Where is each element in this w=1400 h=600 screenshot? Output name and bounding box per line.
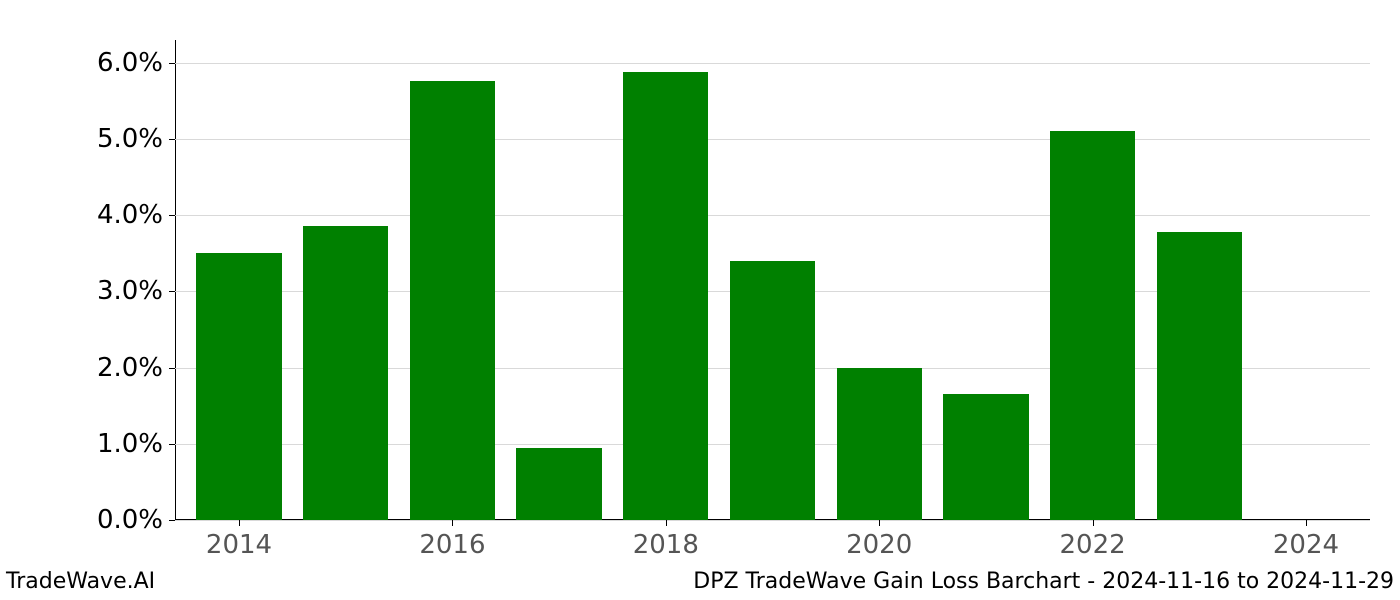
bar [303,226,388,520]
y-gridline [175,63,1370,64]
y-tick-label: 6.0% [97,48,175,78]
bar [410,81,495,520]
footer-left-text: TradeWave.AI [6,569,155,594]
y-tick-label: 5.0% [97,124,175,154]
y-gridline [175,215,1370,216]
bar [623,72,708,520]
y-gridline [175,139,1370,140]
x-tick-label: 2022 [1059,520,1125,560]
bar [1050,131,1135,520]
bar [1157,232,1242,520]
x-tick-label: 2020 [846,520,912,560]
x-tick-label: 2016 [419,520,485,560]
x-tick-label: 2018 [633,520,699,560]
y-tick-label: 3.0% [97,276,175,306]
bar [516,448,601,520]
bar [196,253,281,520]
x-tick-label: 2024 [1273,520,1339,560]
bar [837,368,922,520]
y-tick-label: 1.0% [97,429,175,459]
x-tick-label: 2014 [206,520,272,560]
y-tick-label: 2.0% [97,353,175,383]
y-gridline [175,520,1370,521]
bar [943,394,1028,520]
plot-area: 0.0%1.0%2.0%3.0%4.0%5.0%6.0%201420162018… [175,40,1370,520]
footer-right-text: DPZ TradeWave Gain Loss Barchart - 2024-… [693,569,1394,594]
axis-spine-left [175,40,176,520]
y-tick-label: 4.0% [97,200,175,230]
bar [730,261,815,520]
y-tick-label: 0.0% [97,505,175,535]
chart-container: 0.0% 1.0% 2.0% 3.0% 4.0% 5.0% 6.0% 2014 2016 2018… [0,0,1400,600]
